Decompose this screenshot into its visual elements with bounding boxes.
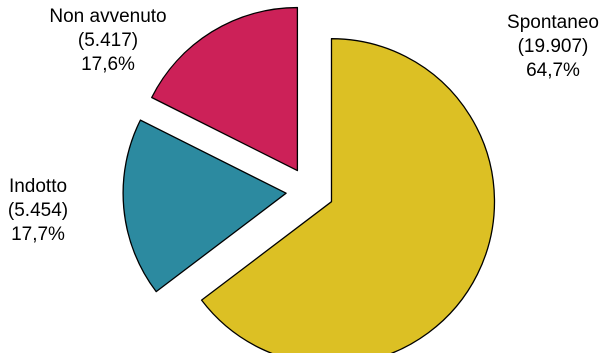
slice-percent: 64,7% xyxy=(526,60,580,81)
slice-count: (5.417) xyxy=(78,30,138,51)
slice-indotto xyxy=(122,119,287,293)
slice-name: Indotto xyxy=(9,176,67,197)
slice-label-spontaneo: Spontaneo (19.907) 64,7% xyxy=(507,12,599,81)
slice-count: (5.454) xyxy=(8,200,68,221)
slice-percent: 17,6% xyxy=(81,54,135,75)
slice-label-non-avvenuto: Non avvenuto (5.417) 17,6% xyxy=(49,6,166,75)
slice-percent: 17,7% xyxy=(11,224,65,245)
slice-label-indotto: Indotto (5.454) 17,7% xyxy=(8,176,68,245)
slice-non-avvenuto xyxy=(151,6,299,172)
slice-spontaneo xyxy=(200,38,496,353)
slice-name: Spontaneo xyxy=(507,12,599,33)
slice-name: Non avvenuto xyxy=(49,6,166,27)
slice-count: (19.907) xyxy=(518,36,589,57)
pie-slices xyxy=(122,6,496,353)
